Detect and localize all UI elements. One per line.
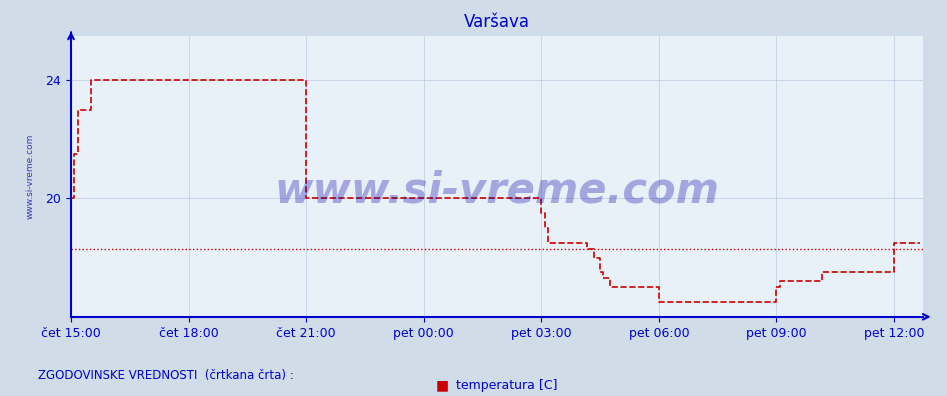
Text: www.si-vreme.com: www.si-vreme.com (275, 169, 720, 211)
Text: www.si-vreme.com: www.si-vreme.com (26, 133, 35, 219)
Title: Varšava: Varšava (464, 13, 530, 31)
Text: ■: ■ (436, 378, 449, 392)
Text: ZGODOVINSKE VREDNOSTI  (črtkana črta) :: ZGODOVINSKE VREDNOSTI (črtkana črta) : (38, 369, 294, 383)
Text: temperatura [C]: temperatura [C] (456, 379, 558, 392)
